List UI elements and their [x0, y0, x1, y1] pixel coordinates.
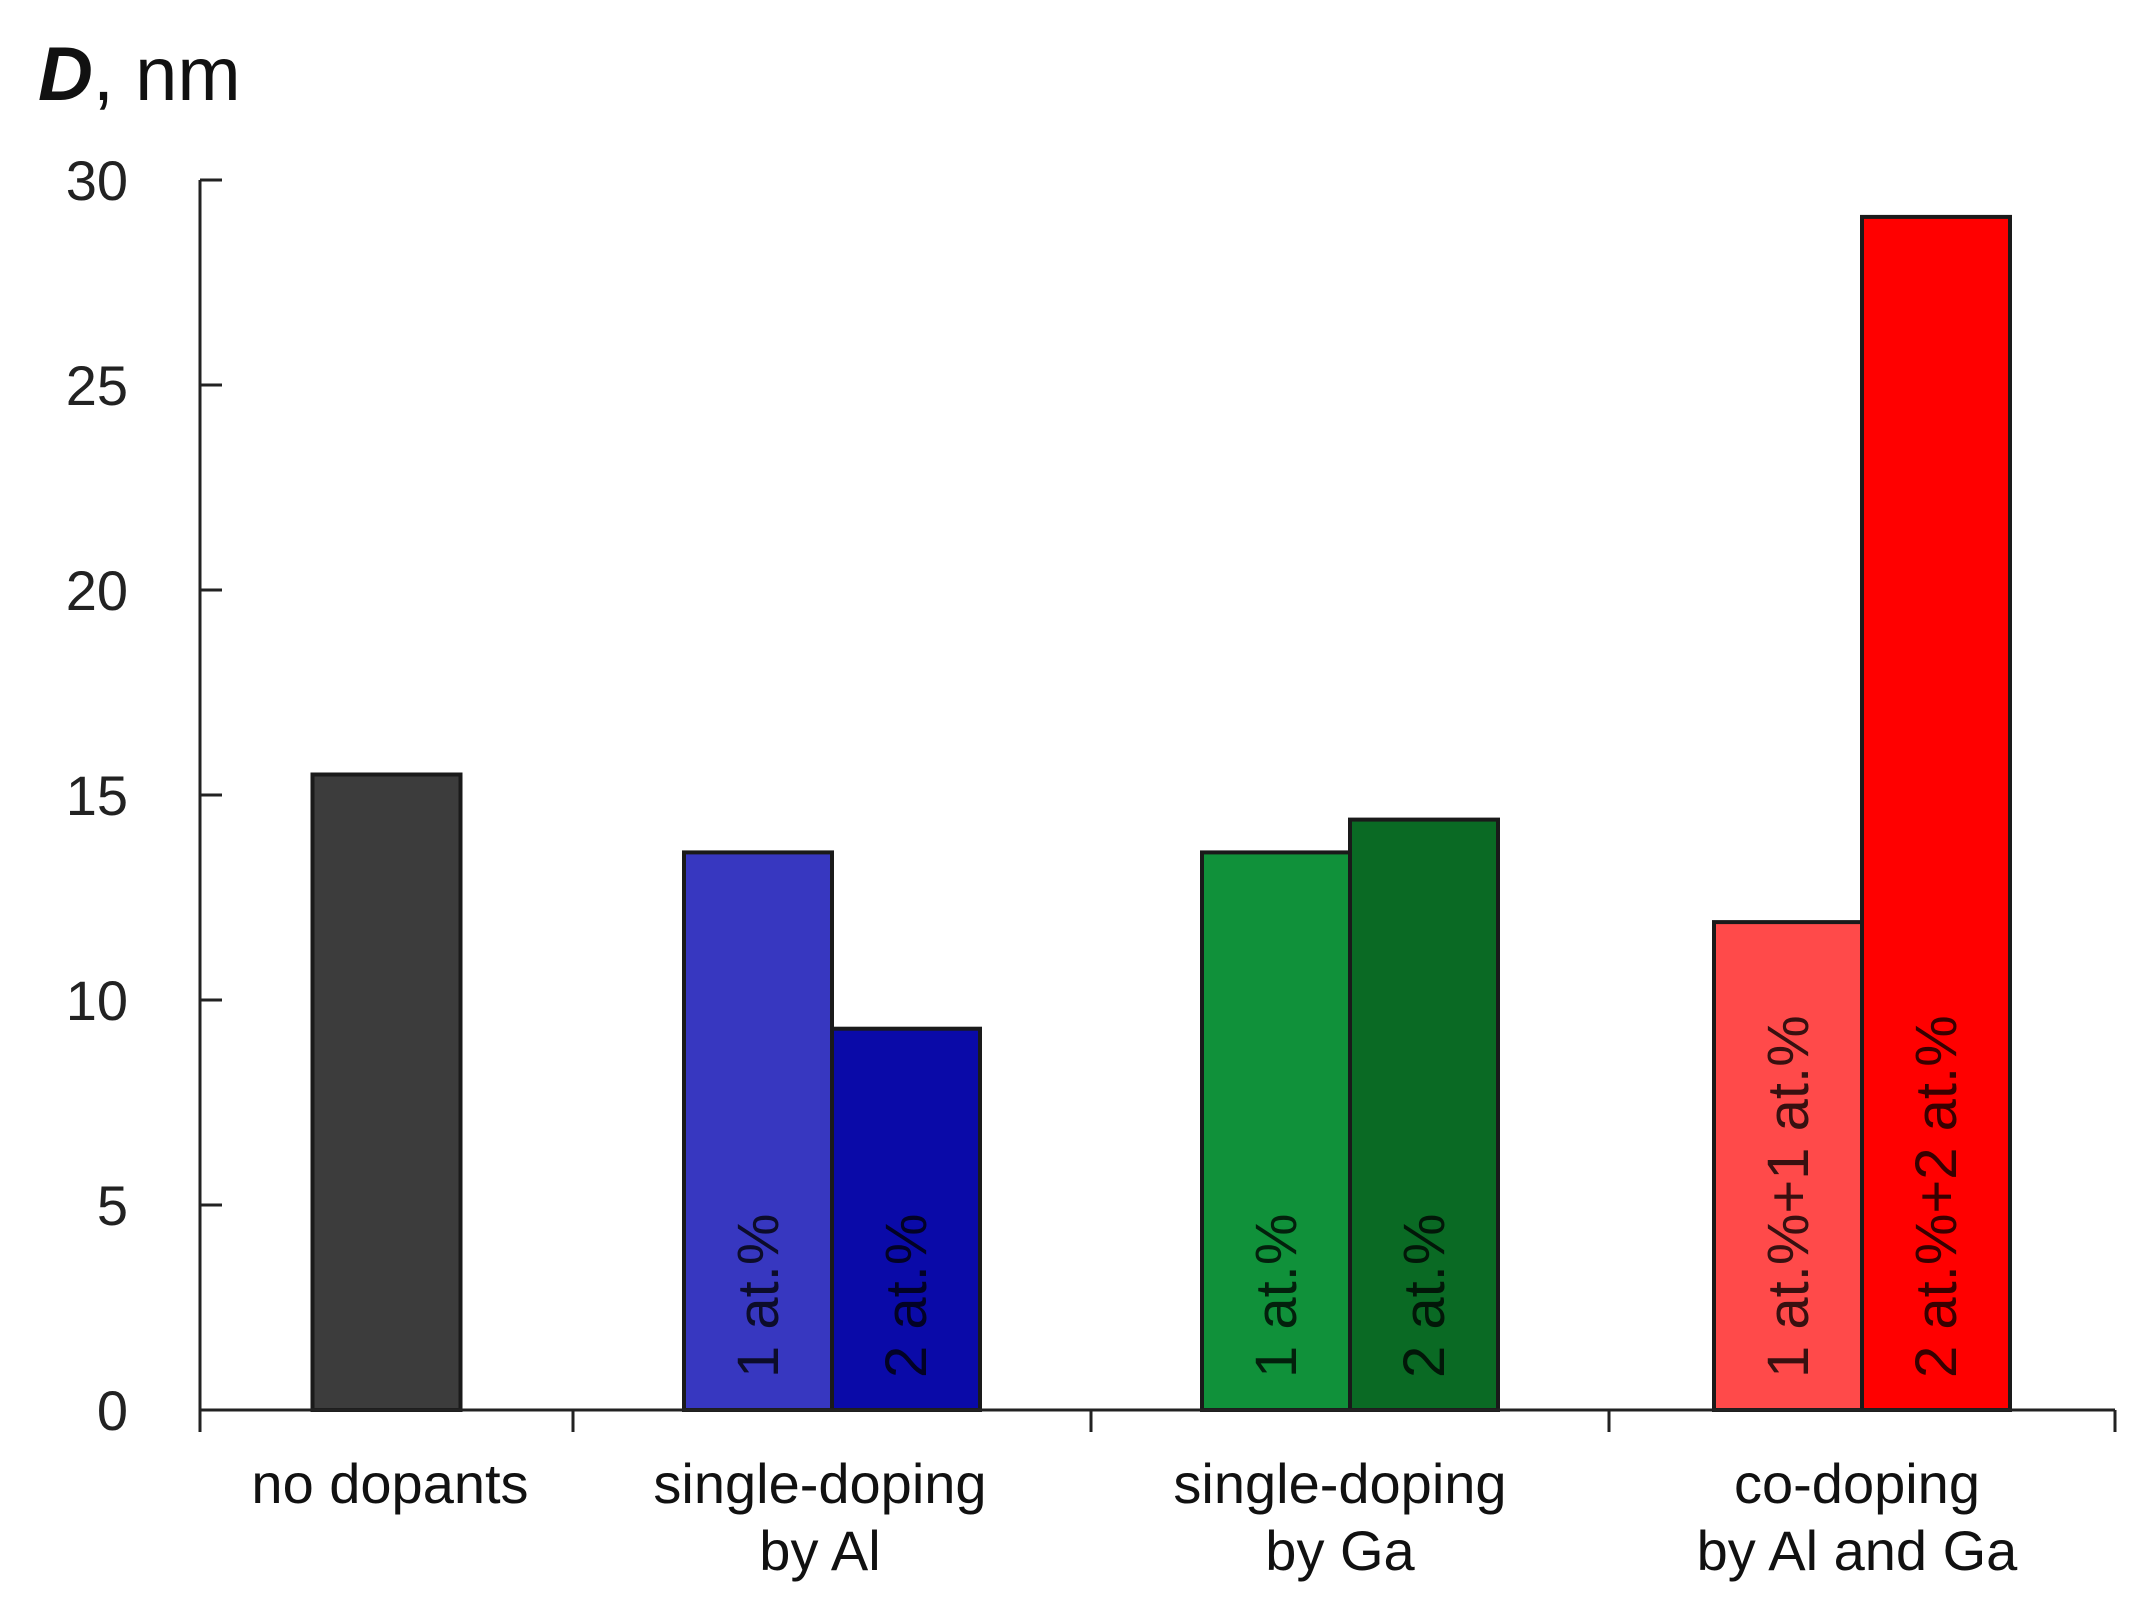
y-tick-label: 25 [66, 354, 128, 417]
y-tick-label: 15 [66, 764, 128, 827]
x-category-label: by Al and Ga [1697, 1519, 2019, 1582]
bar-value-label: 2 at.% [874, 1214, 939, 1378]
y-axis-symbol: D [38, 32, 93, 117]
bar-labels-layer: 1 at.% 2 at.% 1 at.% 2 at.% 1 at.%+1 at.% 2 a… [726, 1015, 1969, 1378]
x-category-label: no dopants [251, 1452, 528, 1515]
y-axis-unit: , nm [93, 32, 241, 117]
x-category-label: single-doping [1173, 1452, 1506, 1515]
y-tick-label: 30 [66, 149, 128, 212]
y-axis-title: D, nm [38, 32, 241, 117]
bar-no-dopants-1 [310, 772, 463, 1412]
bar-value-label: 2 at.%+2 at.% [1904, 1015, 1969, 1378]
bar-value-label: 1 at.% [1244, 1214, 1309, 1378]
bar-value-label: 1 at.% [726, 1214, 791, 1378]
axes-layer [198, 180, 2117, 1432]
y-axis-ticks: 0 5 10 15 20 25 30 [66, 149, 222, 1442]
bar-co-doping-by-al-and-ga-1 [1712, 920, 1864, 1412]
bar-value-label: 1 at.%+1 at.% [1756, 1015, 1821, 1378]
x-category-label: by Ga [1265, 1519, 1415, 1582]
bar-single-doping-by-ga-2 [1348, 817, 1500, 1412]
x-category-label: single-doping [653, 1452, 986, 1515]
y-tick-label: 5 [97, 1174, 128, 1237]
y-tick-label: 20 [66, 559, 128, 622]
y-tick-label: 10 [66, 969, 128, 1032]
x-category-label: co-doping [1734, 1452, 1980, 1515]
bars-layer [310, 214, 2012, 1412]
bar-value-label: 2 at.% [1392, 1214, 1457, 1378]
bar-co-doping-by-al-and-ga-2 [1860, 214, 2012, 1412]
y-tick-label: 0 [97, 1379, 128, 1442]
x-category-label: by Al [759, 1519, 880, 1582]
